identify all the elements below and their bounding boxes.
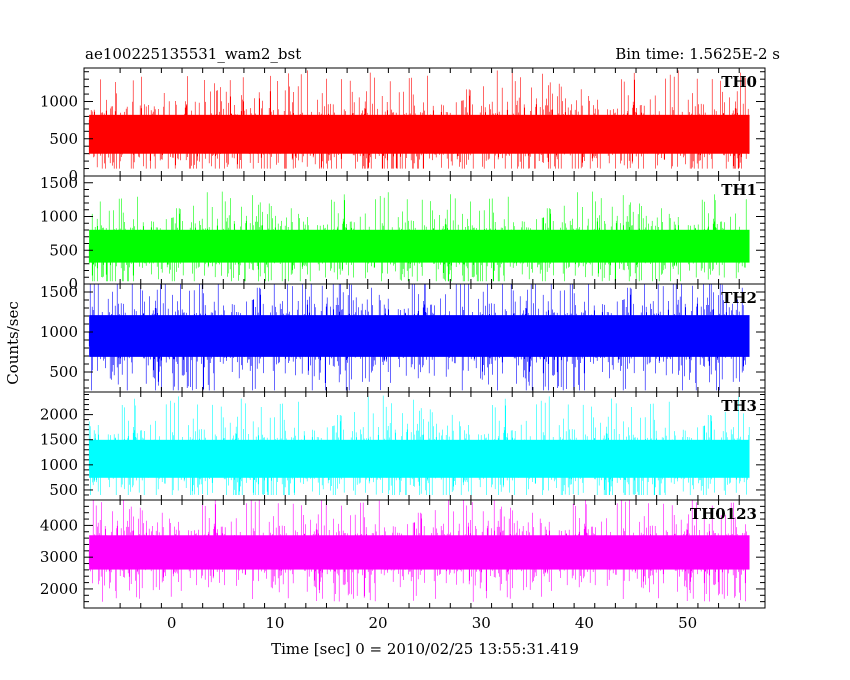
series-line-th2 (88, 284, 750, 391)
x-tick-label: 40 (575, 614, 594, 632)
panel-th2: 500 1000 1500 TH2 (40, 283, 766, 393)
y-axis-title: Counts/sec (4, 301, 22, 385)
y-tick-label: 1000 (40, 93, 78, 111)
series-line-th1 (88, 191, 750, 282)
x-tick-label: 30 (472, 614, 491, 632)
y-tick-label: 0 (68, 167, 78, 185)
y-tick-label: 500 (49, 241, 78, 259)
y-tick-label: 1500 (40, 174, 78, 192)
panel-label-th0123: TH0123 (690, 505, 757, 523)
panel-label-th3: TH3 (721, 397, 757, 415)
y-tick-label: 1500 (40, 431, 78, 449)
x-axis-title: Time [sec] 0 = 2010/02/25 13:55:31.419 (271, 640, 579, 658)
panel-th1: 0 500 1000 1500 TH1 (40, 174, 766, 293)
panel-label-th2: TH2 (721, 289, 757, 307)
panel-th3: 500 1000 1500 2000 TH3 (40, 391, 766, 501)
y-tick-label: 500 (49, 363, 78, 381)
x-tick-label: 50 (678, 614, 697, 632)
x-axis: 0 10 20 30 40 50 (167, 614, 697, 632)
series-line-th3 (88, 395, 750, 495)
y-tick-label: 2000 (40, 406, 78, 424)
series-line-th0 (88, 69, 750, 169)
panel-label-th0: TH0 (721, 73, 757, 91)
y-tick-label: 500 (49, 130, 78, 148)
y-tick-label: 0 (68, 275, 78, 293)
panel-th0123: 2000 3000 4000 TH0123 (40, 499, 766, 609)
panels: 0 500 1000 TH0 0 500 1000 1500 TH1 500 1000 1500 TH2… (40, 67, 766, 609)
y-tick-label: 4000 (40, 516, 78, 534)
panel-label-th1: TH1 (721, 181, 757, 199)
y-tick-label: 3000 (40, 548, 78, 566)
panel-th0: 0 500 1000 TH0 (40, 67, 766, 185)
y-tick-label: 1000 (40, 208, 78, 226)
panel-frame (83, 499, 766, 609)
chart-title: ae100225135531_wam2_bst (85, 45, 301, 63)
y-tick-label: 1000 (40, 323, 78, 341)
x-tick-label: 0 (167, 614, 177, 632)
x-tick-label: 10 (265, 614, 284, 632)
y-tick-label: 1000 (40, 456, 78, 474)
y-tick-label: 500 (49, 481, 78, 499)
bin-time-label: Bin time: 1.5625E-2 s (615, 45, 780, 63)
x-tick-label: 20 (369, 614, 388, 632)
y-tick-label: 2000 (40, 580, 78, 598)
y-tick-label: 1500 (40, 283, 78, 301)
series-line-th0123 (88, 500, 750, 602)
